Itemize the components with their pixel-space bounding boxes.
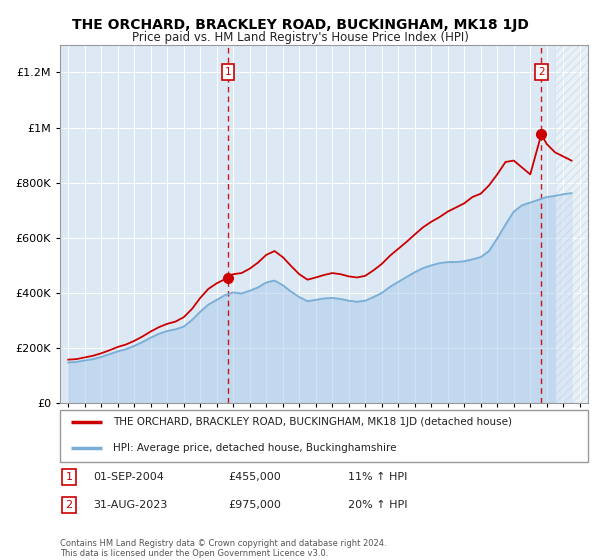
- Text: 1: 1: [65, 472, 73, 482]
- Text: HPI: Average price, detached house, Buckinghamshire: HPI: Average price, detached house, Buck…: [113, 442, 397, 452]
- Text: THE ORCHARD, BRACKLEY ROAD, BUCKINGHAM, MK18 1JD (detached house): THE ORCHARD, BRACKLEY ROAD, BUCKINGHAM, …: [113, 417, 512, 427]
- Text: 31-AUG-2023: 31-AUG-2023: [93, 500, 167, 510]
- FancyBboxPatch shape: [60, 410, 588, 462]
- Text: 20% ↑ HPI: 20% ↑ HPI: [348, 500, 407, 510]
- Text: £975,000: £975,000: [228, 500, 281, 510]
- Text: 2: 2: [538, 67, 545, 77]
- Text: Contains HM Land Registry data © Crown copyright and database right 2024.
This d: Contains HM Land Registry data © Crown c…: [60, 539, 386, 558]
- Text: 2: 2: [65, 500, 73, 510]
- Text: Price paid vs. HM Land Registry's House Price Index (HPI): Price paid vs. HM Land Registry's House …: [131, 31, 469, 44]
- Text: 1: 1: [224, 67, 231, 77]
- Text: 11% ↑ HPI: 11% ↑ HPI: [348, 472, 407, 482]
- Text: 01-SEP-2004: 01-SEP-2004: [93, 472, 164, 482]
- Bar: [555, 45, 588, 403]
- Text: THE ORCHARD, BRACKLEY ROAD, BUCKINGHAM, MK18 1JD: THE ORCHARD, BRACKLEY ROAD, BUCKINGHAM, …: [71, 18, 529, 32]
- Text: £455,000: £455,000: [228, 472, 281, 482]
